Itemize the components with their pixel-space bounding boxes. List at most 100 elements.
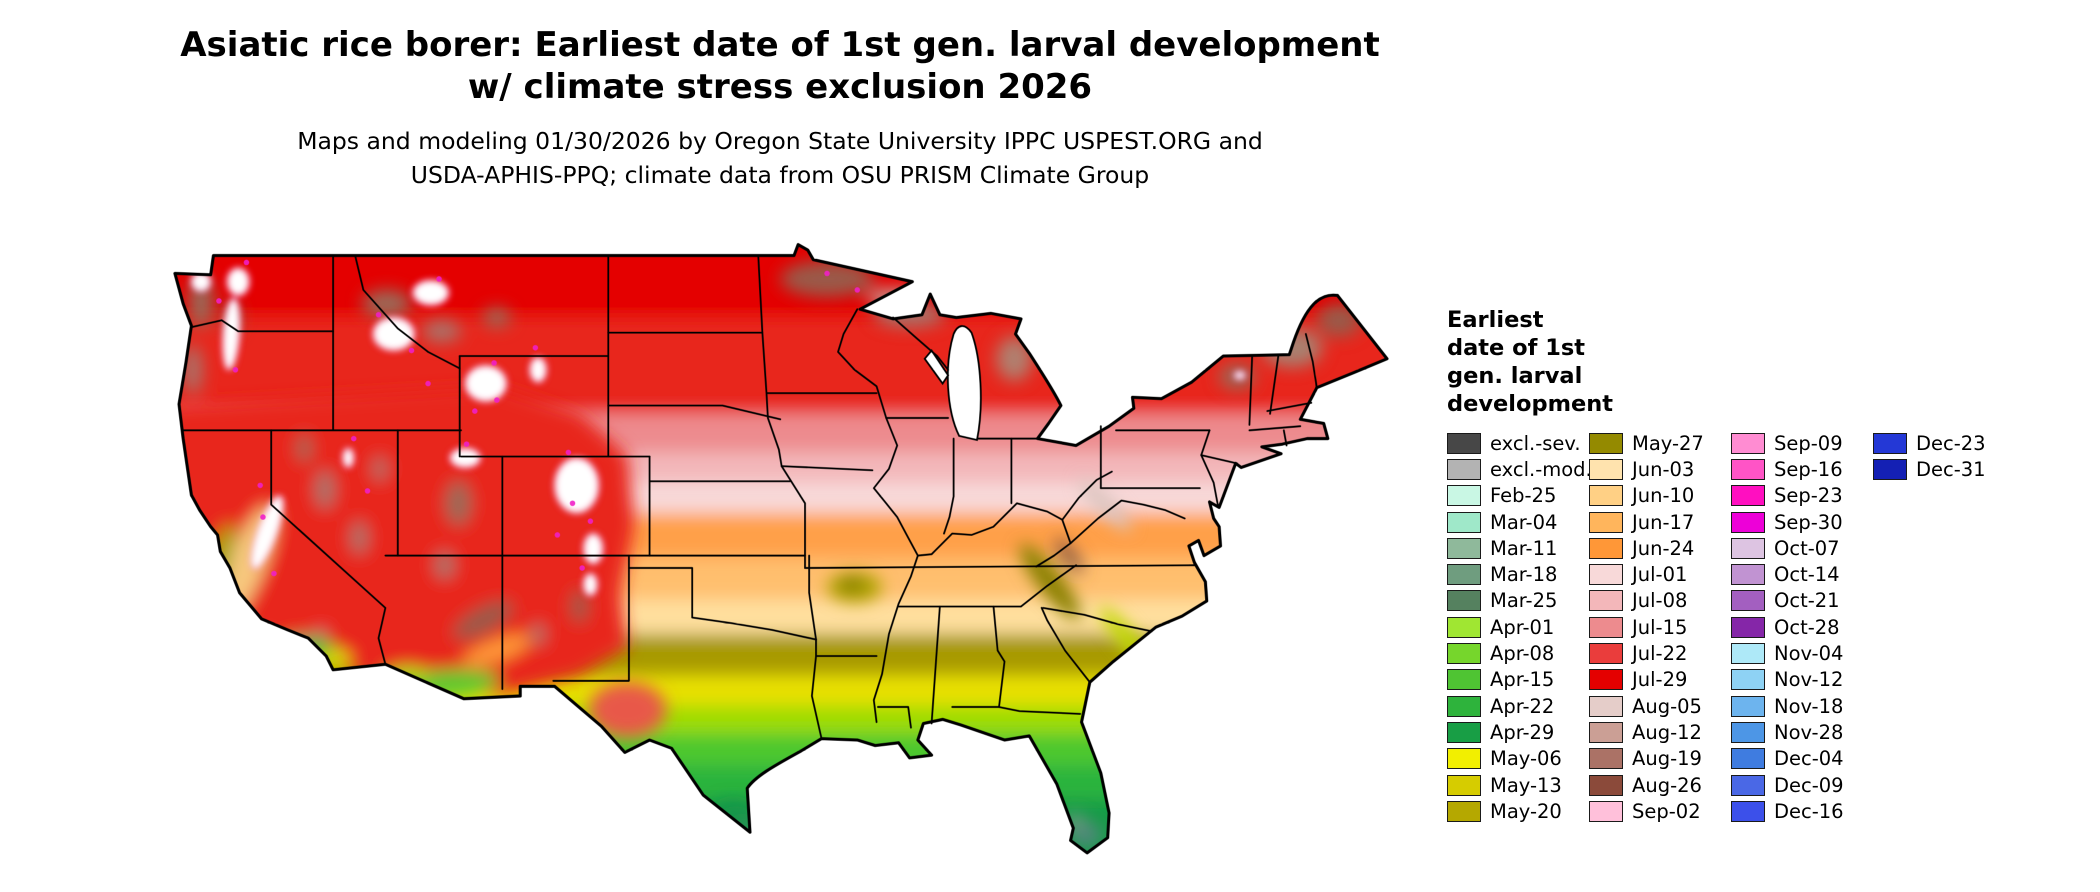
legend-swatch — [1731, 432, 1765, 454]
legend-swatch — [1589, 537, 1623, 559]
legend-label: Sep-23 — [1774, 484, 1843, 508]
legend-entry: excl.-sev. — [1447, 430, 1589, 456]
page-title-line2: w/ climate stress exclusion 2026 — [467, 67, 1093, 107]
legend-swatch — [1447, 537, 1481, 559]
legend-entry: Aug-19 — [1589, 746, 1731, 772]
legend-label: Nov-28 — [1774, 720, 1844, 744]
legend-entry: Oct-14 — [1731, 561, 1873, 587]
legend-entry: Sep-09 — [1731, 430, 1873, 456]
legend-label: Apr-22 — [1490, 694, 1555, 718]
legend-swatch — [1447, 721, 1481, 743]
subtitle-line2: USDA-APHIS-PPQ; climate data from OSU PR… — [410, 161, 1150, 189]
legend-label: Jun-17 — [1632, 510, 1695, 534]
legend-entry: Sep-30 — [1731, 509, 1873, 535]
legend-entry: Jul-08 — [1589, 588, 1731, 614]
legend-label: Feb-25 — [1490, 484, 1557, 508]
legend-entry: Apr-22 — [1447, 693, 1589, 719]
legend-swatch — [1731, 616, 1765, 638]
legend-entry: Mar-04 — [1447, 509, 1589, 535]
legend-entry: Nov-04 — [1731, 640, 1873, 666]
legend-swatch — [1447, 432, 1481, 454]
legend-entry: May-13 — [1447, 772, 1589, 798]
legend-swatch — [1873, 432, 1907, 454]
legend-label: Jul-01 — [1632, 563, 1688, 587]
legend-entry: Jun-17 — [1589, 509, 1731, 535]
legend-entry: Jul-29 — [1589, 667, 1731, 693]
legend-label: Dec-16 — [1774, 799, 1844, 823]
legend-label: Sep-09 — [1774, 431, 1843, 455]
legend-label: Jul-08 — [1632, 589, 1688, 613]
legend-swatch — [1731, 774, 1765, 796]
legend-swatch — [1447, 695, 1481, 717]
legend-swatch — [1589, 590, 1623, 612]
legend-entry: Aug-12 — [1589, 719, 1731, 745]
legend-swatch — [1731, 695, 1765, 717]
legend-swatch — [1731, 485, 1765, 507]
legend-swatch — [1731, 721, 1765, 743]
subtitle-line1: Maps and modeling 01/30/2026 by Oregon S… — [297, 127, 1263, 155]
legend-column-1: excl.-sev. excl.-mod. Feb-25 Mar-04 Mar-11 Ma… — [1447, 430, 1592, 824]
legend-swatch — [1589, 748, 1623, 770]
legend-entry: Feb-25 — [1447, 483, 1589, 509]
legend-entry: excl.-mod. — [1447, 456, 1592, 482]
legend-swatch — [1731, 643, 1765, 665]
green-bay — [923, 349, 950, 386]
legend-label: May-20 — [1490, 799, 1562, 823]
legend-entry: Jun-03 — [1589, 456, 1731, 482]
legend-title-line: gen. larval — [1447, 363, 1583, 389]
legend-entry: Dec-23 — [1873, 430, 2015, 456]
legend-title-line: development — [1447, 391, 1614, 417]
legend-label: Aug-19 — [1632, 747, 1702, 771]
legend-entry: Dec-04 — [1731, 746, 1873, 772]
legend-swatch — [1589, 774, 1623, 796]
legend-label: Apr-15 — [1490, 668, 1555, 692]
legend-entry: Jun-10 — [1589, 483, 1731, 509]
legend-entry: Mar-25 — [1447, 588, 1589, 614]
legend-label: Aug-05 — [1632, 694, 1702, 718]
legend-swatch — [1589, 485, 1623, 507]
legend-column-2: May-27 Jun-03 Jun-10 Jun-17 Jun-24 Jul-01 Jul-… — [1589, 430, 1731, 824]
legend-swatch — [1447, 458, 1481, 480]
legend-swatch — [1589, 721, 1623, 743]
legend-swatch — [1589, 432, 1623, 454]
legend-entry: May-06 — [1447, 746, 1589, 772]
legend-label: Jun-03 — [1632, 457, 1695, 481]
us-outline — [173, 243, 1389, 855]
legend-label: May-27 — [1632, 431, 1704, 455]
legend-label: Dec-23 — [1916, 431, 1986, 455]
legend-entry: Oct-21 — [1731, 588, 1873, 614]
legend-title-line: date of 1st — [1447, 335, 1586, 361]
legend-label: Oct-14 — [1774, 563, 1840, 587]
legend-swatch — [1447, 748, 1481, 770]
legend-entry: Mar-18 — [1447, 561, 1589, 587]
legend-label: Mar-18 — [1490, 563, 1558, 587]
legend-entry: Nov-18 — [1731, 693, 1873, 719]
title-block: Asiatic rice borer: Earliest date of 1st… — [0, 24, 1560, 192]
legend-label: Mar-04 — [1490, 510, 1558, 534]
legend-entry: Mar-11 — [1447, 535, 1589, 561]
legend-label: Oct-21 — [1774, 589, 1840, 613]
legend-label: excl.-sev. — [1490, 431, 1581, 455]
legend-label: Jul-22 — [1632, 642, 1688, 666]
legend-label: Apr-08 — [1490, 642, 1555, 666]
legend-entry: Apr-15 — [1447, 667, 1589, 693]
legend-label: Dec-09 — [1774, 773, 1844, 797]
legend-label: Oct-28 — [1774, 615, 1840, 639]
legend-label: Jul-29 — [1632, 668, 1688, 692]
legend-entry: Apr-29 — [1447, 719, 1589, 745]
legend-columns: excl.-sev. excl.-mod. Feb-25 Mar-04 Mar-11 Ma… — [1447, 430, 2015, 824]
legend-label: May-13 — [1490, 773, 1562, 797]
legend-label: Sep-16 — [1774, 457, 1843, 481]
us-map-svg — [173, 243, 1389, 855]
legend-entry: Jul-22 — [1589, 640, 1731, 666]
legend-label: Sep-02 — [1632, 799, 1701, 823]
legend-entry: Dec-09 — [1731, 772, 1873, 798]
legend-swatch — [1731, 669, 1765, 691]
legend-swatch — [1589, 616, 1623, 638]
legend-label: Mar-25 — [1490, 589, 1558, 613]
legend-swatch — [1589, 669, 1623, 691]
legend-swatch — [1589, 643, 1623, 665]
legend-entry: May-27 — [1589, 430, 1731, 456]
legend-label: Nov-12 — [1774, 668, 1844, 692]
legend-swatch — [1731, 511, 1765, 533]
